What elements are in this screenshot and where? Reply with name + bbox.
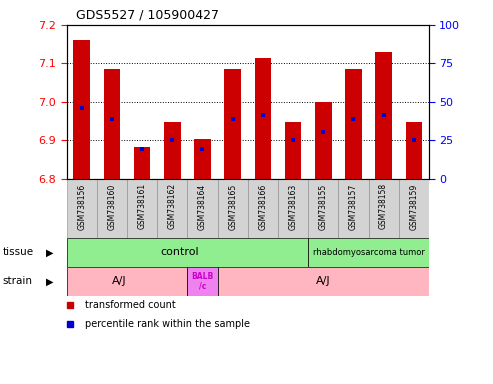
Text: transformed count: transformed count xyxy=(85,300,176,310)
Text: GDS5527 / 105900427: GDS5527 / 105900427 xyxy=(76,8,219,21)
Text: control: control xyxy=(161,247,199,258)
Bar xyxy=(187,179,217,238)
Text: GSM738161: GSM738161 xyxy=(138,183,146,230)
Bar xyxy=(67,179,97,238)
Bar xyxy=(368,179,399,238)
Bar xyxy=(308,238,429,267)
Bar xyxy=(157,179,187,238)
Bar xyxy=(278,179,308,238)
Bar xyxy=(104,69,120,179)
Bar xyxy=(308,179,338,238)
Bar xyxy=(194,139,211,179)
Bar xyxy=(134,147,150,179)
Text: GSM738165: GSM738165 xyxy=(228,183,237,230)
Text: GSM738156: GSM738156 xyxy=(77,183,86,230)
Bar xyxy=(67,238,308,267)
Bar xyxy=(67,267,187,296)
Bar xyxy=(399,179,429,238)
Text: rhabdomyosarcoma tumor: rhabdomyosarcoma tumor xyxy=(313,248,424,257)
Text: A/J: A/J xyxy=(316,276,330,286)
Bar xyxy=(217,179,247,238)
Text: tissue: tissue xyxy=(2,247,34,258)
Text: GSM738158: GSM738158 xyxy=(379,183,388,230)
Bar xyxy=(406,122,422,179)
Text: BALB
/c: BALB /c xyxy=(191,271,213,291)
Bar xyxy=(248,179,278,238)
Bar xyxy=(187,267,217,296)
Text: ▶: ▶ xyxy=(46,276,53,286)
Bar xyxy=(127,179,157,238)
Text: strain: strain xyxy=(2,276,33,286)
Bar xyxy=(217,267,429,296)
Text: percentile rank within the sample: percentile rank within the sample xyxy=(85,319,249,329)
Text: ▶: ▶ xyxy=(46,247,53,258)
Text: GSM738160: GSM738160 xyxy=(107,183,116,230)
Bar xyxy=(285,122,301,179)
Text: A/J: A/J xyxy=(112,276,127,286)
Text: GSM738157: GSM738157 xyxy=(349,183,358,230)
Bar xyxy=(315,102,331,179)
Bar xyxy=(224,69,241,179)
Text: GSM738163: GSM738163 xyxy=(288,183,298,230)
Text: GSM738164: GSM738164 xyxy=(198,183,207,230)
Bar xyxy=(164,122,180,179)
Text: GSM738159: GSM738159 xyxy=(409,183,419,230)
Bar xyxy=(254,58,271,179)
Bar xyxy=(338,179,368,238)
Bar xyxy=(97,179,127,238)
Bar xyxy=(73,40,90,179)
Text: GSM738166: GSM738166 xyxy=(258,183,267,230)
Text: GSM738155: GSM738155 xyxy=(318,183,328,230)
Bar xyxy=(345,69,362,179)
Text: GSM738162: GSM738162 xyxy=(168,183,177,230)
Bar xyxy=(375,52,392,179)
